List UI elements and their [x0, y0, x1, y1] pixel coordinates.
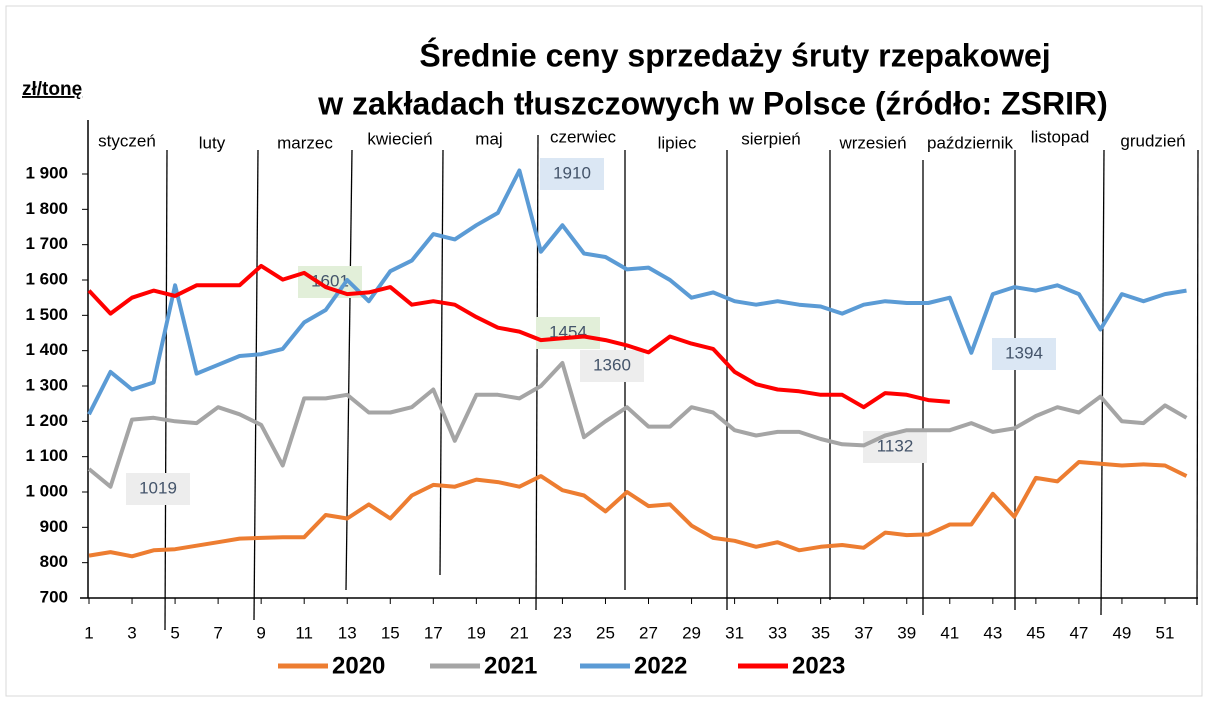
- x-tick-label: 11: [295, 623, 313, 642]
- series-line: [87, 168, 1187, 416]
- y-axis-label: zł/tonę: [22, 79, 82, 100]
- month-label: czerwiec: [550, 127, 617, 146]
- series-line: [87, 263, 950, 410]
- month-label: luty: [199, 133, 226, 152]
- month-separator: [1100, 149, 1105, 616]
- y-tick-label: 1 700: [25, 234, 68, 253]
- x-tick-label: 45: [1026, 623, 1045, 642]
- month-label: lipiec: [658, 133, 697, 152]
- x-tick-label: 3: [127, 623, 136, 642]
- x-tick-label: 35: [811, 623, 830, 642]
- month-label: sierpień: [741, 129, 801, 148]
- annotation-box: [580, 350, 644, 382]
- annotation-box: [126, 473, 190, 505]
- x-tick-label: 13: [338, 623, 357, 642]
- x-tick-label: 25: [596, 623, 615, 642]
- chart-title: w zakładach tłuszczowych w Polsce (źródł…: [317, 85, 1107, 121]
- month-separator: [439, 149, 444, 576]
- y-tick-label: 1 000: [25, 481, 68, 500]
- x-tick-label: 27: [639, 623, 658, 642]
- x-tick-label: 9: [256, 623, 265, 642]
- x-tick-label: 5: [170, 623, 179, 642]
- x-tick-label: 29: [682, 623, 701, 642]
- legend-label: 2023: [792, 652, 845, 679]
- x-tick-label: 43: [983, 623, 1002, 642]
- y-tick-label: 1 600: [25, 269, 68, 288]
- x-tick-label: 41: [940, 623, 959, 642]
- annotation-box: [863, 431, 927, 463]
- x-tick-label: 23: [553, 623, 572, 642]
- month-label: marzec: [277, 133, 333, 152]
- y-tick-label: 700: [40, 587, 68, 606]
- annotation-box: [992, 338, 1056, 370]
- y-tick-label: 1 800: [25, 199, 68, 218]
- month-label: październik: [927, 133, 1013, 152]
- series-line: [88, 460, 1188, 559]
- annotation-box: [536, 317, 600, 349]
- y-tick-label: 1 400: [25, 340, 68, 359]
- annotation: 1910: [553, 163, 591, 182]
- x-tick-label: 15: [381, 623, 400, 642]
- annotation: 1132: [877, 436, 914, 455]
- legend-label: 2021: [484, 652, 537, 679]
- y-tick-label: 1 500: [25, 305, 68, 324]
- month-label: kwiecień: [367, 129, 432, 148]
- x-tick-label: 51: [1156, 623, 1175, 642]
- chart-title: Średnie ceny sprzedaży śruty rzepakowej: [419, 37, 1050, 73]
- month-separator: [1196, 149, 1199, 606]
- x-tick-label: 21: [510, 623, 529, 642]
- y-tick-label: 1 200: [25, 411, 68, 430]
- x-tick-label: 37: [854, 623, 873, 642]
- legend-label: 2022: [634, 652, 687, 679]
- x-tick-label: 1: [84, 623, 93, 642]
- annotation: 1360: [593, 355, 631, 374]
- x-tick-label: 19: [467, 623, 486, 642]
- month-label: maj: [475, 129, 502, 148]
- y-tick-label: 900: [40, 517, 68, 536]
- x-tick-label: 39: [897, 623, 916, 642]
- month-label: wrzesień: [838, 133, 906, 152]
- y-tick-label: 800: [40, 552, 68, 571]
- month-label: listopad: [1031, 127, 1090, 146]
- month-label: grudzień: [1120, 131, 1185, 150]
- y-tick-label: 1 900: [25, 163, 68, 182]
- annotation: 1394: [1005, 343, 1043, 362]
- x-tick-label: 49: [1112, 623, 1131, 642]
- month-separator: [253, 149, 259, 621]
- annotation: 1019: [139, 478, 177, 497]
- x-tick-label: 31: [725, 623, 744, 642]
- x-tick-label: 7: [213, 623, 222, 642]
- legend-label: 2020: [332, 652, 385, 679]
- y-tick-label: 1 100: [25, 446, 68, 465]
- y-tick-label: 1 300: [25, 375, 68, 394]
- series-line: [87, 361, 1188, 489]
- x-tick-label: 17: [424, 623, 443, 642]
- month-separator: [535, 134, 539, 611]
- annotation-box: [540, 158, 604, 190]
- x-tick-label: 33: [768, 623, 787, 642]
- month-label: styczeń: [98, 131, 156, 150]
- x-tick-label: 47: [1069, 623, 1088, 642]
